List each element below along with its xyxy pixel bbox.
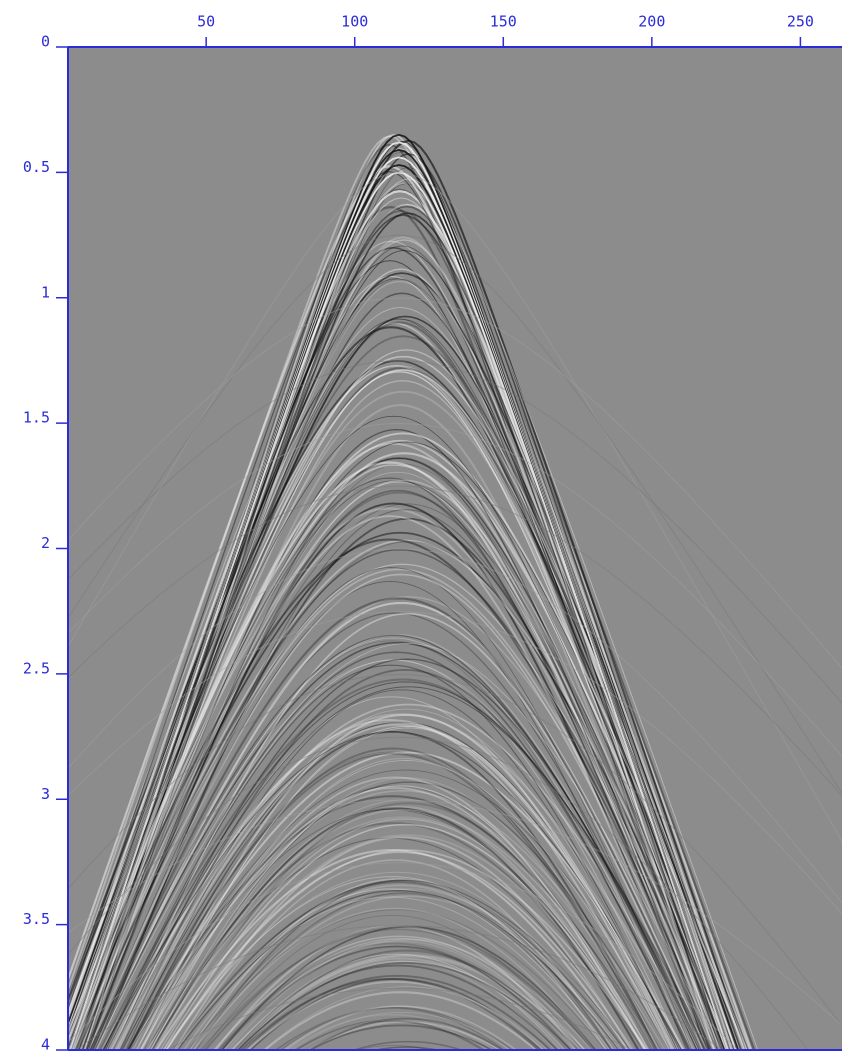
y-tick-label: 2 [41,534,50,552]
x-tick-label: 100 [341,13,368,31]
y-tick-label: 1 [41,283,50,301]
page: 5010015020025000.511.522.533.54 (() => {… [0,0,842,1055]
y-tick-label: 0.5 [23,158,50,176]
x-tick-label: 150 [490,13,517,31]
y-tick-label: 2.5 [23,659,50,677]
y-tick-label: 3.5 [23,910,50,928]
y-tick-label: 4 [41,1036,50,1054]
x-tick-label: 250 [787,13,814,31]
x-tick-label: 200 [638,13,665,31]
y-tick-label: 3 [41,785,50,803]
y-tick-label: 1.5 [23,409,50,427]
chart: 50 100 150 200 250 0 0.5 1 1.5 2 2.5 3 3.5 4 [0,0,842,1055]
y-tick-label: 0 [41,33,50,51]
x-tick-label: 50 [197,13,215,31]
